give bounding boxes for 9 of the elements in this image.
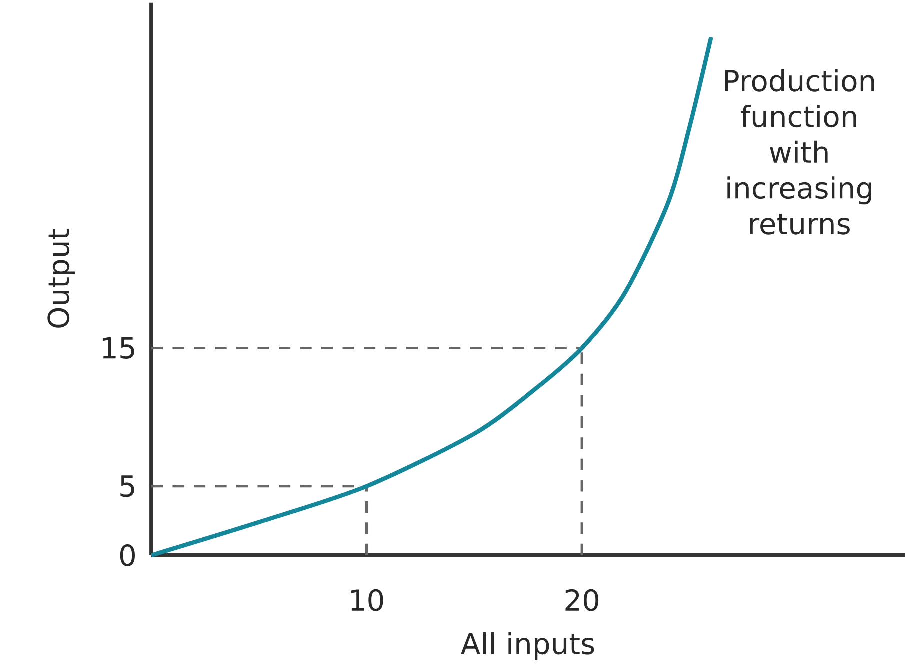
x-tick-label: 10: [352, 590, 384, 612]
y-tick-label: 15: [103, 338, 134, 360]
x-axis-title: All inputs: [461, 632, 594, 661]
annotation: Production function with increasing returns: [725, 70, 874, 236]
y-tick-label: 5: [120, 476, 134, 498]
y-axis-title: Output: [48, 230, 76, 328]
x-tick-label: 20: [566, 590, 599, 612]
line-series: [149, 36, 714, 558]
y-tick-label: 0: [120, 544, 135, 567]
